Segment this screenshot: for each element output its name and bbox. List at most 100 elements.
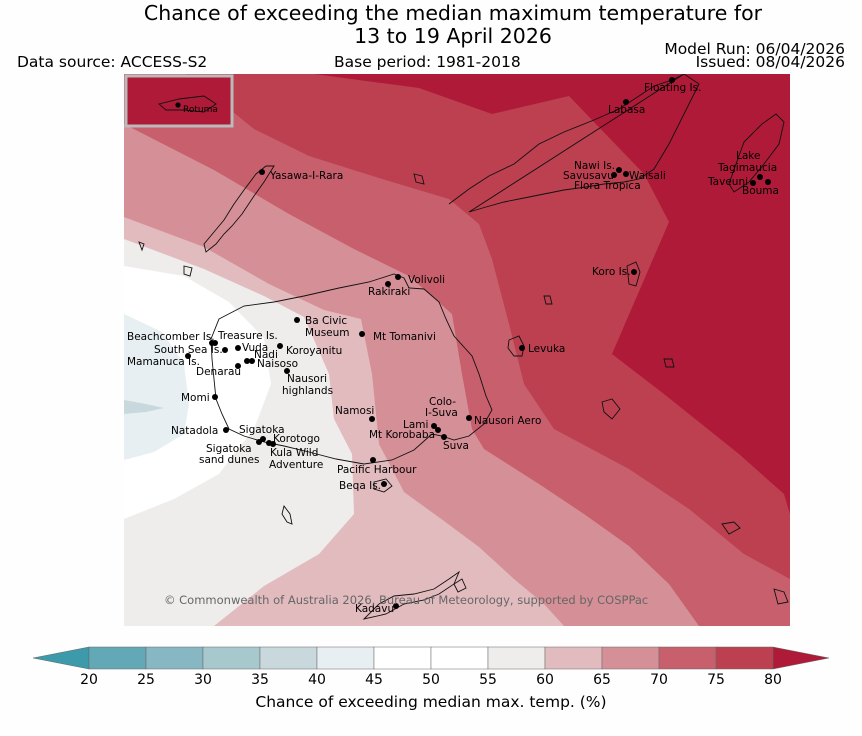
colorbar-under-arrow <box>32 646 90 670</box>
colorbar-tick-70: 70 <box>650 672 668 688</box>
place-label-korotogo: Korotogo <box>273 433 320 445</box>
place-label-koro: Koro Is. <box>592 266 631 278</box>
colorbar-tick-55: 55 <box>479 672 497 688</box>
place-label-colo-suva-1: Colo- <box>429 396 456 408</box>
place-label-beqa: Beqa Is. <box>339 480 381 492</box>
place-marker-koroyanitu <box>277 343 283 349</box>
place-label-taveuni: Taveuni <box>707 176 748 188</box>
place-marker-vuda <box>235 345 241 351</box>
place-label-sigatoka-dunes-1: Sigatoka <box>206 443 252 455</box>
place-marker-lami <box>431 423 437 429</box>
coastlines <box>138 74 789 620</box>
place-marker-savusavu <box>611 172 617 178</box>
place-marker-nawi <box>616 167 622 173</box>
kadavu-outline <box>362 570 461 620</box>
place-label-koroyanitu: Koroyanitu <box>286 345 342 357</box>
title-line-1: Chance of exceeding the median maximum t… <box>143 1 763 25</box>
place-marker-beachcomber-b <box>209 340 215 346</box>
place-marker-rakiraki <box>385 281 391 287</box>
place-label-lake-tagimaucia-1: Lake <box>736 150 760 162</box>
viti-levu-outline <box>210 273 493 465</box>
yasawa-outline <box>203 165 275 253</box>
place-label-nausori-hl-2: highlands <box>282 385 333 397</box>
colorbar-tick-40: 40 <box>308 672 326 688</box>
place-marker-momi <box>212 394 218 400</box>
place-label-nawi: Nawi Is. <box>574 160 615 172</box>
place-marker-mt-tomanivi <box>359 331 365 337</box>
place-label-levuka: Levuka <box>528 343 565 355</box>
place-marker-levuka <box>519 345 525 351</box>
colorbar-bin-65-70 <box>601 646 660 670</box>
place-label-waisali: Waisali <box>629 170 666 182</box>
band-45-55 <box>124 266 271 519</box>
colorbar-tick-80: 80 <box>764 672 782 688</box>
colorbar-tick-45: 45 <box>365 672 383 688</box>
place-label-pacific-harbour: Pacific Harbour <box>337 464 417 476</box>
place-marker-namosi <box>369 416 375 422</box>
place-label-lake-tagimaucia-2: Tagimaucia <box>717 162 777 174</box>
chart-title: Chance of exceeding the median maximum t… <box>0 2 862 48</box>
colorbar-label: Chance of exceeding median max. temp. (%… <box>255 693 607 711</box>
place-marker-ba-civic-1 <box>294 317 300 323</box>
band-35-40 <box>124 400 164 414</box>
colorbar-tick-25: 25 <box>137 672 155 688</box>
place-marker-mamanuca <box>185 353 191 359</box>
place-label-lami: Lami <box>403 419 428 431</box>
colorbar-tick-50: 50 <box>422 672 440 688</box>
place-label-rakiraki: Rakiraki <box>368 286 410 298</box>
vanua-levu-outline <box>448 74 700 213</box>
place-marker-koro <box>631 269 637 275</box>
place-label-nausori-aero: Nausori Aero <box>474 415 541 427</box>
place-marker-nadi <box>244 358 250 364</box>
place-label-sigatoka-dunes-2: sand dunes <box>199 454 259 466</box>
place-label-colo-suva-2: I-Suva <box>425 407 458 419</box>
colorbar-bin-35-40 <box>259 646 318 670</box>
place-label-flora: Flora Tropica <box>574 180 641 192</box>
place-label-vuda: Vuda <box>242 342 268 354</box>
place-marker-volivoli <box>395 274 401 280</box>
place-label-ba-civic-2: Museum <box>305 327 350 339</box>
place-label-kula-1: Kula Wild <box>270 447 318 459</box>
colorbar-bin-45-50 <box>373 646 432 670</box>
place-marker-mt-korobaba <box>435 427 441 433</box>
place-label-mt-tomanivi: Mt Tomanivi <box>373 331 436 343</box>
place-label-beachcomber: Beachcomber Is. <box>127 331 215 343</box>
taveuni-outline <box>728 113 785 193</box>
colorbar-bin-30-35 <box>202 646 261 670</box>
place-label-labasa: Labasa <box>608 104 645 116</box>
place-label-kula-2: Adventure <box>269 459 323 471</box>
place-label-mt-korobaba: Mt Korobaba <box>369 429 435 441</box>
place-label-bouma: Bouma <box>742 185 779 197</box>
data-source: Data source: ACCESS-S2 <box>17 53 208 71</box>
colorbar-tick-75: 75 <box>707 672 725 688</box>
place-marker-bouma <box>765 179 771 185</box>
colorbar-tick-20: 20 <box>80 672 98 688</box>
place-label-naisoso: Naisoso <box>257 358 298 370</box>
place-label-mamanuca: Mamanuca Is. <box>127 356 200 368</box>
band-40-45 <box>124 314 189 460</box>
ovalau-outline <box>507 335 525 357</box>
place-marker-floating-is <box>669 77 675 83</box>
place-marker-labasa <box>623 99 629 105</box>
inset-label: Rotuma <box>183 105 218 115</box>
place-label-sigatoka: Sigatoka <box>239 424 285 436</box>
copyright-text: © Commonwealth of Australia 2026, Bureau… <box>164 593 648 607</box>
place-marker-korotogo <box>256 439 262 445</box>
colorbar-bin-55-60 <box>487 646 546 670</box>
place-label-namosi: Namosi <box>335 405 374 417</box>
beqa-outline <box>373 478 393 493</box>
colorbar-tick-30: 30 <box>194 672 212 688</box>
colorbar-bin-20-25 <box>88 646 147 670</box>
place-label-ba-civic-1: Ba Civic <box>305 315 347 327</box>
place-label-nadi: Nadi <box>254 349 278 361</box>
place-label-denarau: Denarau <box>196 366 241 378</box>
place-marker-sigatoka-dunes-1-b <box>270 441 276 447</box>
colorbar-bin-60-65 <box>544 646 603 670</box>
colorbar-bin-25-30 <box>145 646 204 670</box>
koro-outline <box>626 261 641 287</box>
place-label-savusavu: Savusavu <box>563 170 614 182</box>
base-period: Base period: 1981-2018 <box>334 53 521 71</box>
place-label-natadola: Natadola <box>171 425 218 437</box>
probability-map: Rotuma Floating Is. Labasa Yasawa-I-Rara Na… <box>124 74 790 626</box>
